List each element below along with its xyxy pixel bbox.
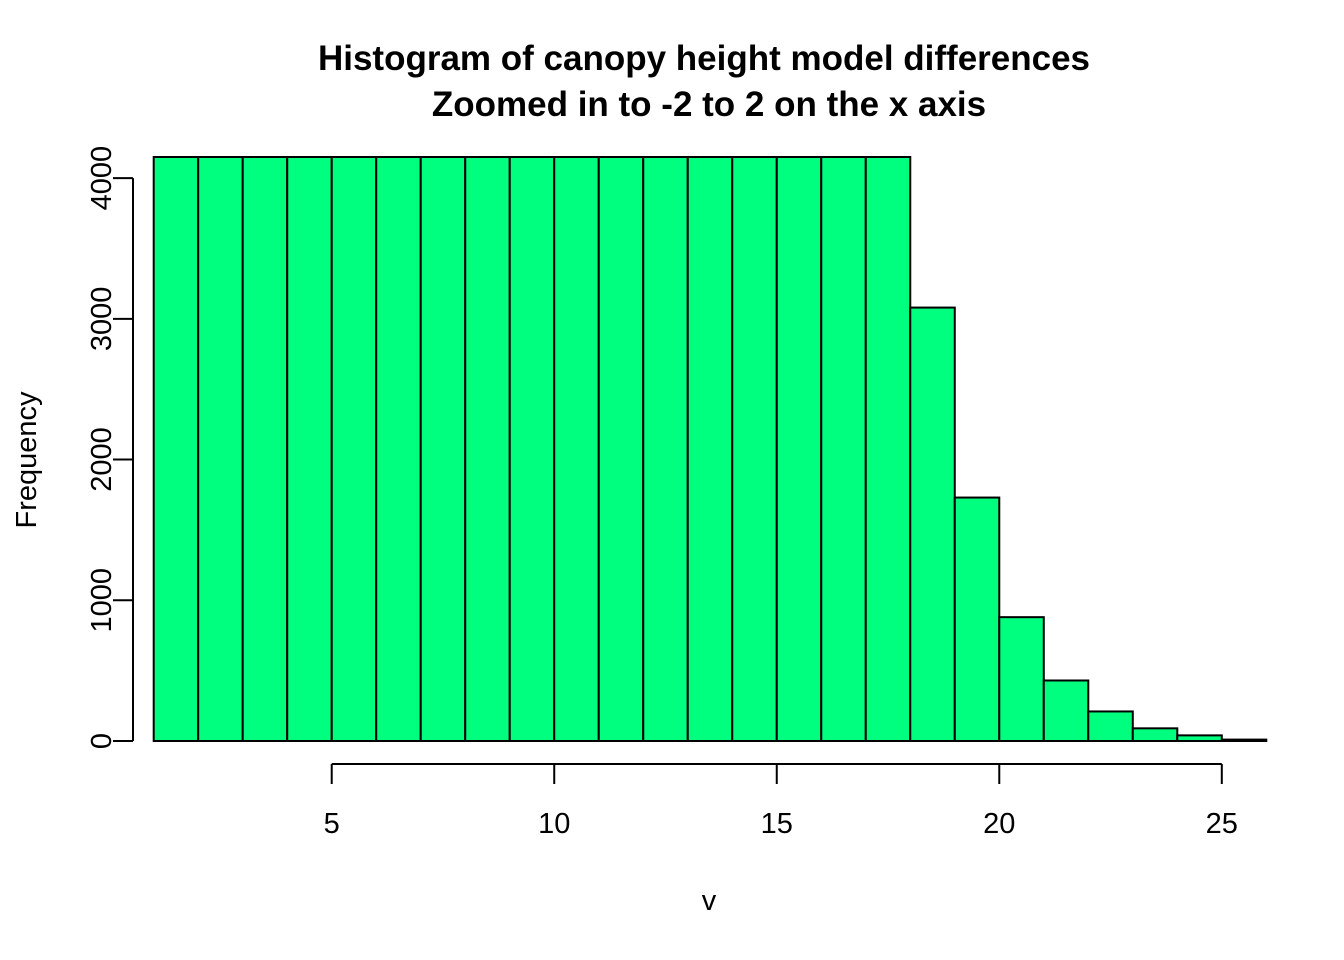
x-tick-label: 20 [983,808,1015,840]
chart-title-line-1: Histogram of canopy height model differe… [318,39,1090,78]
histogram-bar [731,156,778,742]
x-tick-label: 15 [761,808,793,840]
histogram-bars [152,156,1268,743]
x-tick-label: 5 [324,808,340,840]
histogram-bar [1220,738,1268,743]
y-axis: 0 1000 2000 3000 4000 [86,146,134,749]
histogram-bar [686,156,734,742]
histogram-bar [464,156,511,742]
y-tick-label: 1000 [86,568,118,633]
chart-title-line-2: Zoomed in to -2 to 2 on the x axis [432,85,986,124]
histogram-bar [1087,710,1134,742]
y-tick-label: 4000 [86,146,118,211]
histogram-bar [597,156,645,742]
x-tick-label: 25 [1206,808,1238,840]
histogram-bar [864,156,912,742]
x-axis: 5 10 15 20 25 [324,763,1238,840]
histogram-bar [998,616,1045,743]
histogram-bar [286,156,333,742]
histogram-bar [909,306,956,742]
x-tick-label: 10 [538,808,570,840]
histogram-bar [241,156,289,742]
histogram-bar [330,156,378,742]
y-axis-label: Frequency [11,391,43,529]
histogram-bar [1042,679,1090,742]
y-tick-label: 3000 [86,287,118,352]
histogram-bar [197,156,244,742]
histogram-bar [553,156,600,742]
y-tick-label: 0 [86,733,118,749]
histogram-bar [152,156,200,742]
histogram-bar [419,156,467,742]
histogram-bar [1176,734,1223,743]
histogram-bar [1131,727,1179,743]
histogram-bar [508,156,556,742]
histogram-bar [642,156,689,742]
histogram-bar [820,156,867,742]
histogram-bar [953,496,1001,743]
x-axis-label: v [702,885,717,917]
histogram-bar [375,156,422,742]
y-tick-label: 2000 [86,427,118,492]
histogram-bar [775,156,823,742]
